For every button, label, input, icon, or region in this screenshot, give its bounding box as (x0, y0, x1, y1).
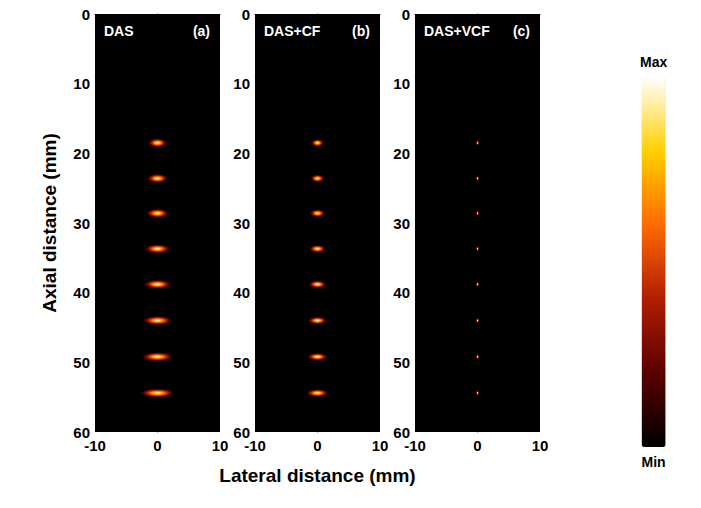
svg-text:-10: -10 (404, 437, 426, 454)
svg-text:(a): (a) (193, 23, 210, 39)
svg-text:40: 40 (233, 284, 250, 301)
svg-text:Min: Min (642, 454, 666, 470)
svg-text:30: 30 (393, 215, 410, 232)
svg-text:(c): (c) (513, 23, 530, 39)
svg-text:50: 50 (393, 354, 410, 371)
svg-text:60: 60 (233, 423, 250, 441)
svg-text:20: 20 (233, 145, 250, 162)
svg-text:20: 20 (393, 145, 410, 162)
svg-text:40: 40 (73, 284, 90, 301)
svg-text:0: 0 (242, 6, 250, 23)
svg-text:-10: -10 (244, 437, 266, 454)
svg-text:DAS: DAS (104, 23, 134, 39)
svg-text:0: 0 (153, 437, 161, 454)
svg-text:(b): (b) (352, 23, 370, 39)
svg-text:0: 0 (313, 437, 321, 454)
svg-text:10: 10 (73, 75, 90, 92)
svg-text:30: 30 (73, 215, 90, 232)
svg-text:10: 10 (393, 75, 410, 92)
svg-text:Lateral distance (mm): Lateral distance (mm) (219, 465, 415, 486)
svg-text:30: 30 (233, 215, 250, 232)
svg-text:20: 20 (73, 145, 90, 162)
svg-text:Axial distance (mm): Axial distance (mm) (39, 133, 60, 313)
svg-text:0: 0 (402, 6, 410, 23)
svg-text:40: 40 (393, 284, 410, 301)
svg-text:10: 10 (212, 437, 229, 454)
svg-text:10: 10 (372, 437, 389, 454)
svg-text:DAS+VCF: DAS+VCF (424, 23, 490, 39)
svg-text:-10: -10 (84, 437, 106, 454)
svg-text:50: 50 (73, 354, 90, 371)
svg-text:Max: Max (640, 54, 667, 70)
svg-text:10: 10 (532, 437, 549, 454)
svg-text:0: 0 (473, 437, 481, 454)
svg-text:60: 60 (73, 423, 90, 441)
svg-text:0: 0 (82, 6, 90, 23)
svg-text:60: 60 (393, 423, 410, 441)
svg-text:10: 10 (233, 75, 250, 92)
svg-text:50: 50 (233, 354, 250, 371)
svg-text:DAS+CF: DAS+CF (264, 23, 321, 39)
